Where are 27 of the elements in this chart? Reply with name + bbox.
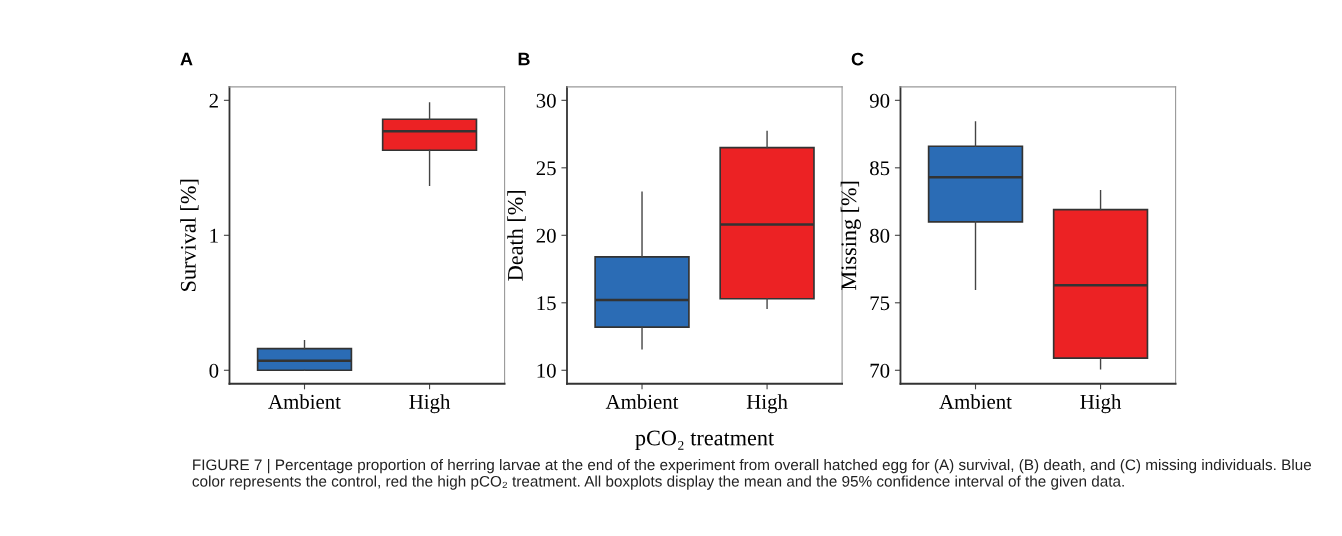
y-tick-label: 10 <box>537 363 556 378</box>
chart-title: B <box>518 52 530 66</box>
x-tick-label: High <box>746 394 788 414</box>
chart-title: C <box>851 52 864 66</box>
y-tick-label: 2 <box>209 93 218 108</box>
x-axis-title: pCO₂ treatment <box>635 430 775 450</box>
y-tick-label: 90 <box>869 93 890 108</box>
x-tick-label: Ambient <box>268 394 341 409</box>
y-tick-label: 70 <box>870 363 890 378</box>
y-axis-title: Missing [%] <box>840 181 861 290</box>
x-tick-label: High <box>1080 394 1122 414</box>
y-tick-label: 15 <box>537 296 556 311</box>
caption: FIGURE 7 | Percentage proportion of herring larvae at the end of the experiment from overall hatched egg for (A) survival, (B) death, and (C) missing individuals. Blue color represents the control, red the high pCO₂ treatment. All boxplots display the mean and the 95% confidence interval of the given data. <box>192 458 1312 490</box>
y-tick-label: 75 <box>870 296 890 311</box>
y-axis-title: Survival [%] <box>180 179 199 291</box>
chart-title: A <box>180 52 193 66</box>
y-axis-title: Death [%] <box>507 190 526 281</box>
y-tick-label: 0 <box>209 363 219 378</box>
x-tick-label: High <box>409 394 451 414</box>
x-tick-label: Ambient <box>605 394 679 409</box>
y-tick-label: 80 <box>870 228 890 243</box>
y-tick-label: 30 <box>536 93 556 108</box>
y-tick-label: 1 <box>210 228 218 243</box>
y-tick-label: 20 <box>536 228 556 243</box>
y-tick-label: 85 <box>870 161 890 176</box>
y-tick-label: 25 <box>536 161 556 176</box>
x-tick-label: Ambient <box>939 394 1012 409</box>
